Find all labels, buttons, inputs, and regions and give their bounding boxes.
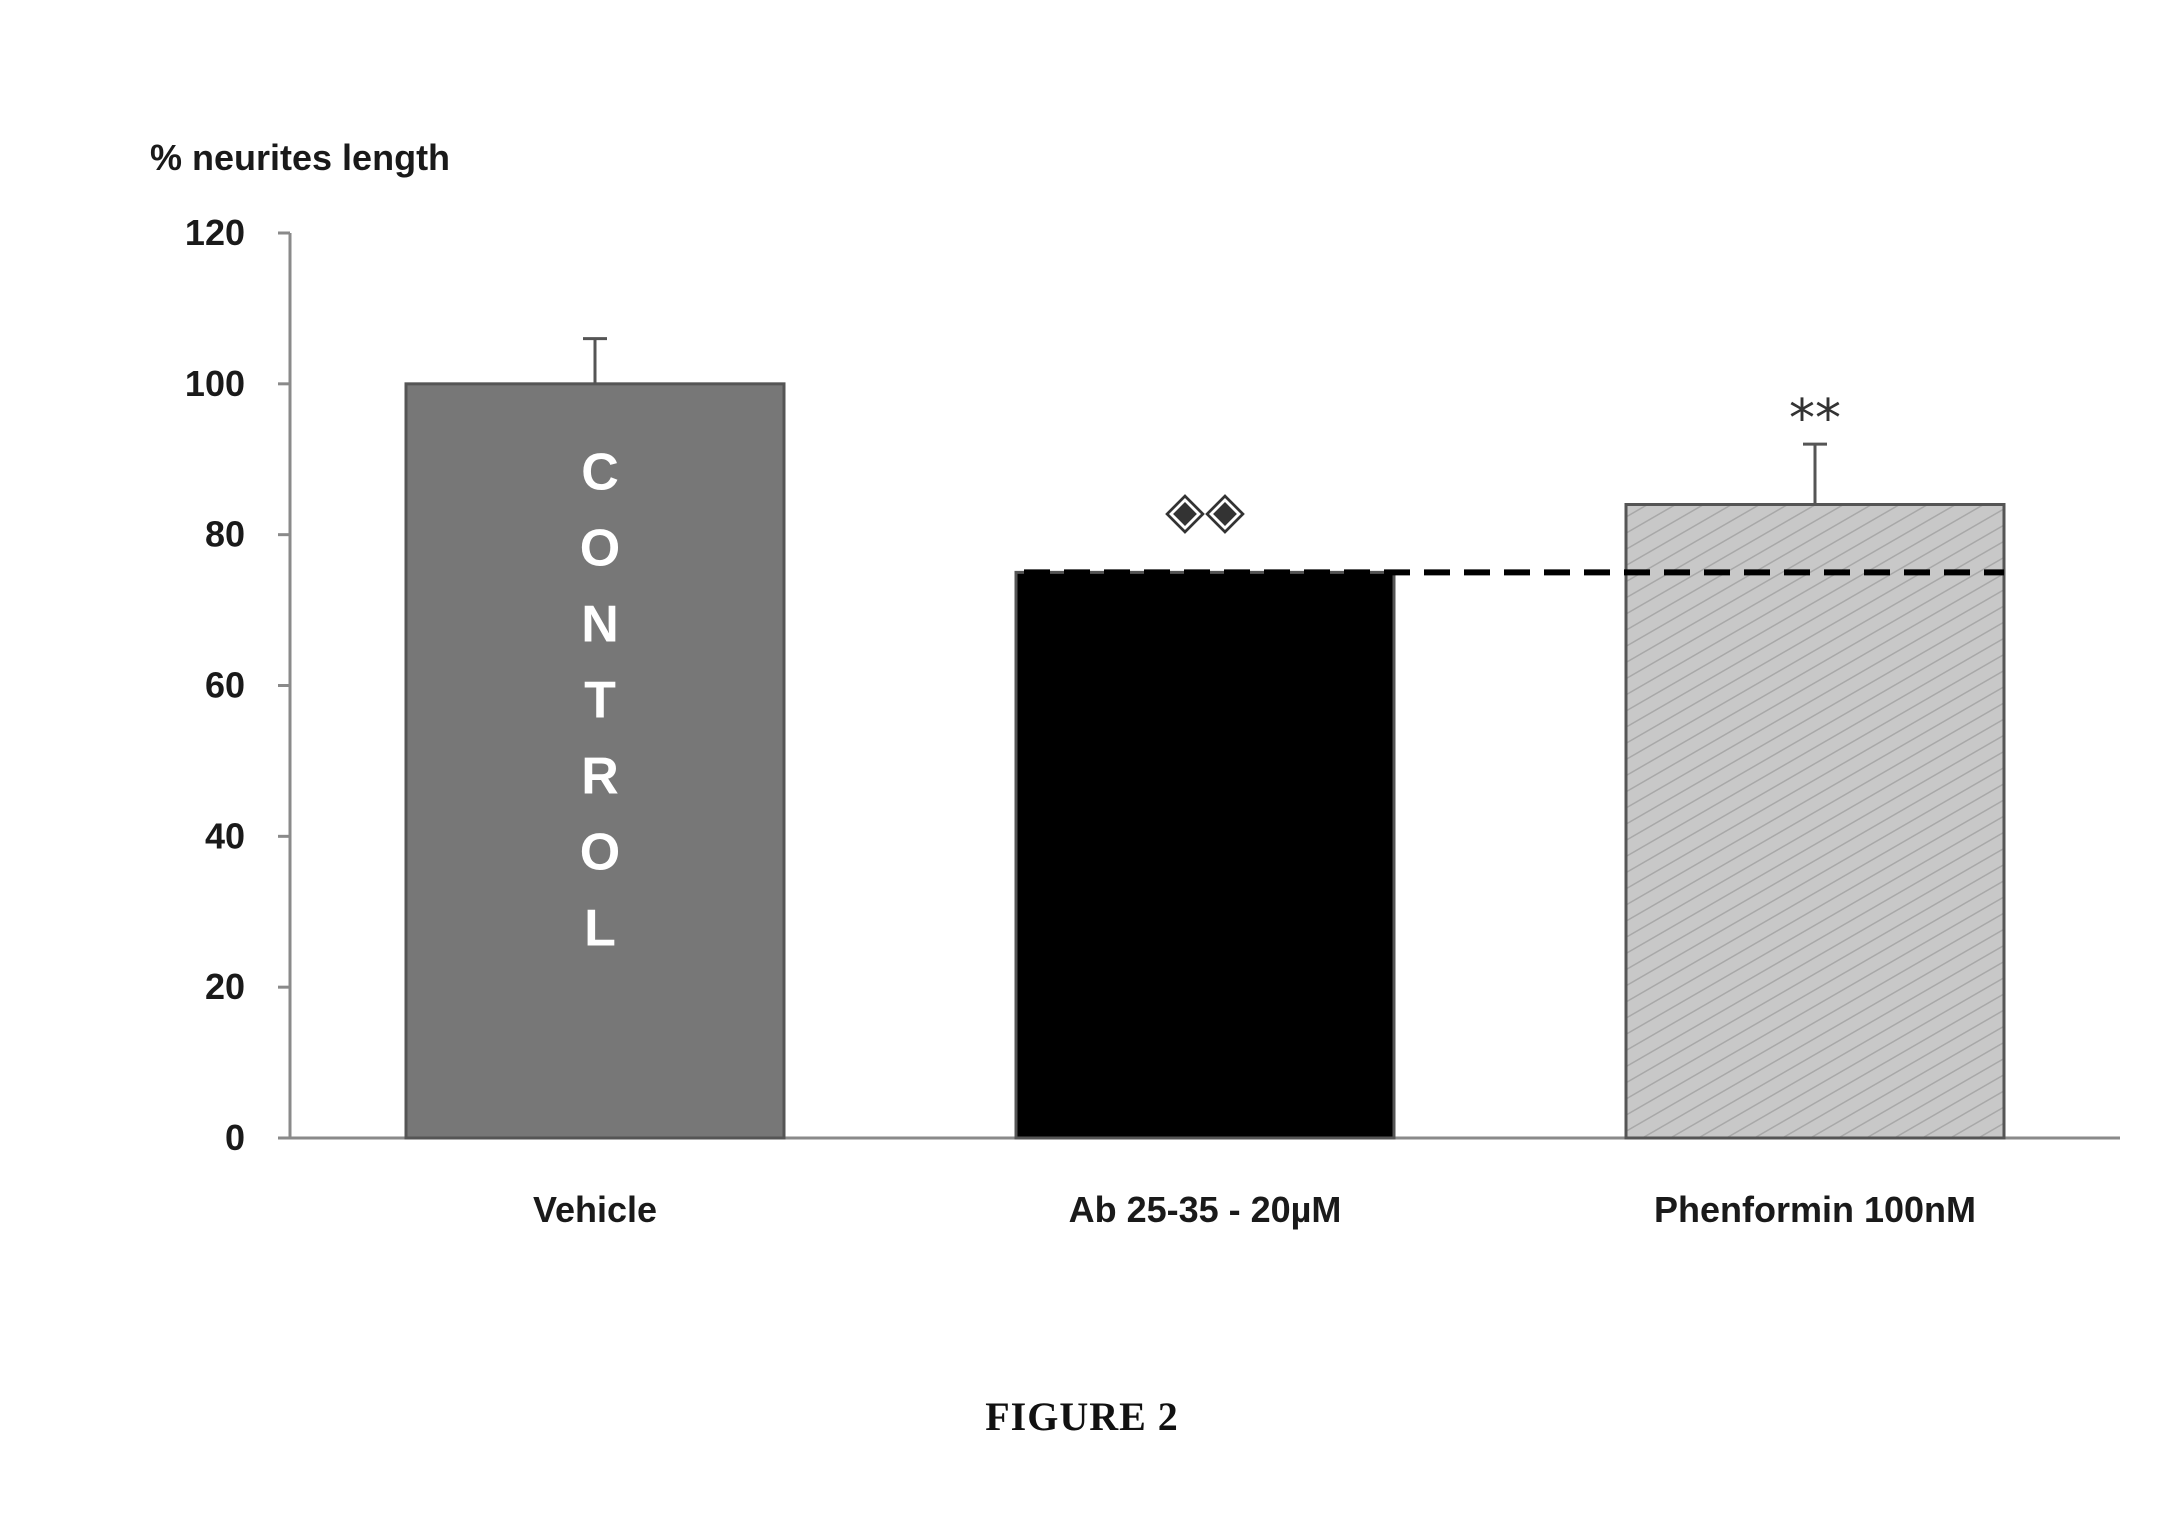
x-tick-label: Phenformin 100nM bbox=[1654, 1189, 1976, 1230]
figure-caption: FIGURE 2 bbox=[985, 1394, 1179, 1439]
y-tick-label: 120 bbox=[185, 212, 245, 253]
y-tick-label: 20 bbox=[205, 966, 245, 1007]
y-tick-label: 100 bbox=[185, 363, 245, 404]
y-tick-label: 40 bbox=[205, 815, 245, 856]
y-axis-label: % neurites length bbox=[150, 137, 450, 178]
bar-inner-label: CONTROL bbox=[580, 443, 620, 957]
bar bbox=[1016, 572, 1394, 1138]
plot-area: 0 20 40 60 80 100 120 Vehicle CONTROL Ab 25-35 - … bbox=[185, 212, 2120, 1230]
x-tick-label: Vehicle bbox=[533, 1189, 657, 1230]
x-tick-label: Ab 25-35 - 20µM bbox=[1069, 1189, 1342, 1230]
y-tick-label: 60 bbox=[205, 665, 245, 706]
significance-marker: ◈◈ bbox=[1165, 480, 1245, 540]
y-tick-label: 0 bbox=[225, 1117, 245, 1158]
y-tick-label: 80 bbox=[205, 514, 245, 555]
significance-marker: ** bbox=[1789, 389, 1841, 449]
bar bbox=[1626, 505, 2004, 1139]
